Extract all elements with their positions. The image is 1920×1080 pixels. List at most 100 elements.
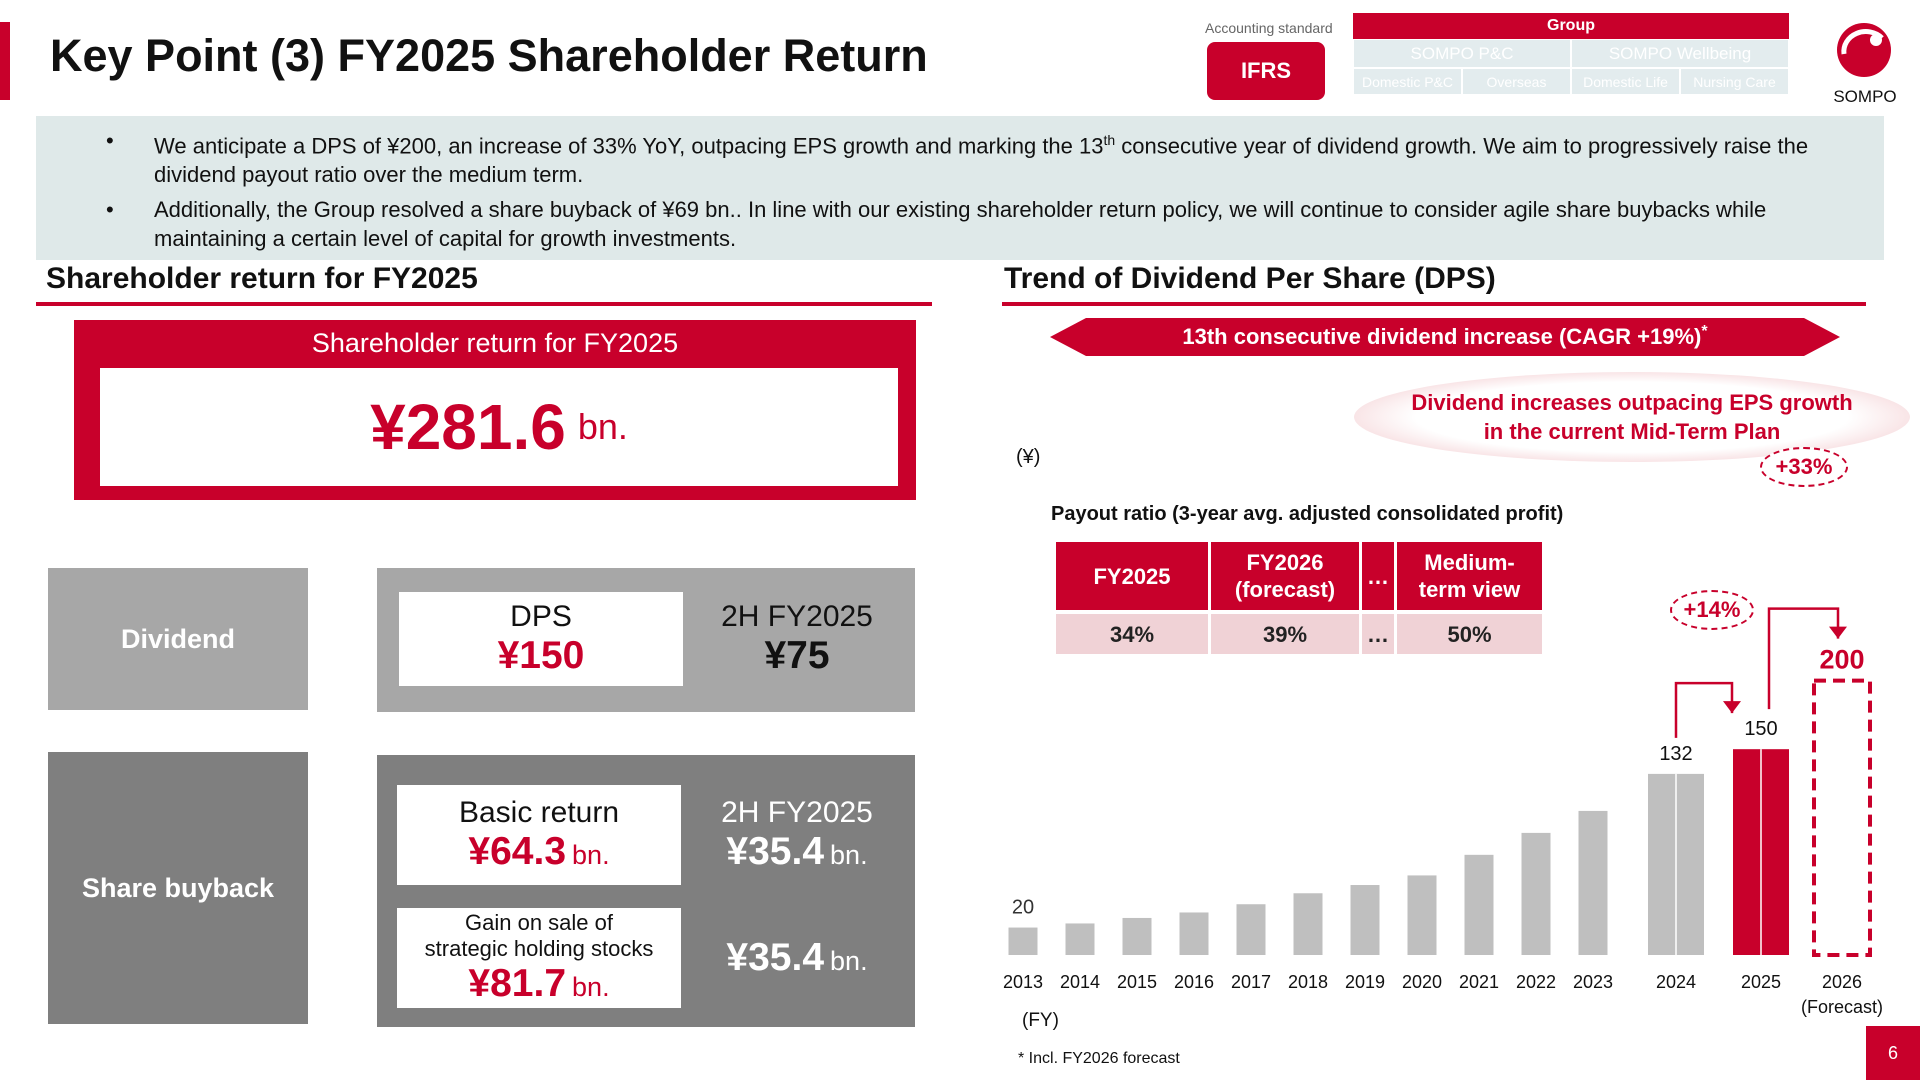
basic-return-unit: bn.: [572, 840, 610, 870]
bar-2019: [1350, 885, 1380, 955]
total-return-unit: bn.: [577, 406, 628, 447]
right-heading-underline: [1002, 302, 1866, 306]
basic-return-2h-column: 2H FY2025 ¥35.4 bn.: [698, 785, 896, 885]
dps-bar-chart: (¥) (FY) 2013 2014 2015 2016 2017 2018 2019 202…: [1003, 446, 1883, 1031]
segment-overseas: Overseas: [1462, 68, 1571, 95]
payout-value-medium-term: 50%: [1397, 614, 1542, 654]
bullet-dot: •: [106, 128, 114, 153]
sompo-logo: SOMPO: [1830, 20, 1900, 110]
basic-return-2h-unit: bn.: [830, 840, 868, 870]
bar-2026: [1812, 678, 1872, 957]
payout-ratio-title: Payout ratio (3-year avg. adjusted conso…: [1051, 503, 1564, 525]
segment-domestic-pc: Domestic P&C: [1353, 68, 1462, 95]
x-tick-2018: 2018: [1288, 972, 1328, 992]
segment-domestic-life: Domestic Life: [1571, 68, 1680, 95]
ellipse-line-2: in the current Mid-Term Plan: [1483, 419, 1781, 444]
right-section-heading: Trend of Dividend Per Share (DPS): [1004, 262, 1496, 295]
bullet-2-text: Additionally, the Group resolved a share…: [154, 197, 1767, 251]
gain-on-sale-value-line: ¥81.7 bn.: [468, 962, 609, 1006]
footnote: * Incl. FY2026 forecast: [1018, 1050, 1180, 1067]
segment-sompo-pc: SOMPO P&C: [1353, 39, 1571, 68]
logo-text: SOMPO: [1833, 87, 1897, 106]
gain-on-sale-card: Gain on sale of strategic holding stocks…: [397, 908, 681, 1008]
growth-bubble-14: +14%: [1670, 590, 1754, 630]
data-label-2026: 200: [1819, 645, 1864, 675]
payout-header-medium-term: Medium- term view: [1397, 542, 1542, 610]
summary-box: • We anticipate a DPS of ¥200, an increa…: [36, 116, 1884, 260]
gain-on-sale-2h-value-line: ¥35.4 bn.: [726, 936, 867, 980]
accounting-standard-label: Accounting standard: [1205, 20, 1333, 36]
page-title: Key Point (3) FY2025 Shareholder Return: [50, 30, 928, 81]
basic-return-2h-label: 2H FY2025: [721, 796, 873, 829]
growth-arrow-2025-head: [1723, 701, 1741, 714]
share-buyback-label-box: Share buyback: [48, 752, 308, 1024]
growth-arrow-2025-line: [1674, 681, 1734, 738]
basic-return-value: ¥64.3: [468, 830, 567, 873]
left-section-heading: Shareholder return for FY2025: [46, 262, 478, 295]
payout-ratio-table: FY2025 FY2026 (forecast) … Medium- term …: [1056, 542, 1542, 656]
dps-label: DPS: [510, 600, 572, 633]
bullet-1-text: We anticipate a DPS of ¥200, an increase…: [154, 132, 1809, 188]
bullet-dot: •: [106, 197, 114, 222]
gain-on-sale-label-2: strategic holding stocks: [424, 936, 654, 961]
data-label-2024: 132: [1659, 743, 1692, 765]
title-accent-bar: [0, 22, 10, 100]
growth-arrow-2026-head: [1829, 626, 1847, 639]
x-tick-2019: 2019: [1345, 972, 1385, 992]
growth-arrow-2026-line: [1767, 607, 1840, 710]
shareholder-return-box-title: Shareholder return for FY2025: [311, 328, 679, 358]
data-label-2013: 20: [1012, 897, 1034, 919]
payout-header-ellipsis: …: [1362, 542, 1394, 610]
gain-on-sale-2h-column: ¥35.4 bn.: [698, 908, 896, 1008]
x-tick-2025: 2025: [1741, 972, 1781, 992]
shareholder-return-total-inner: ¥281.6 bn.: [100, 368, 898, 486]
x-tick-2013: 2013: [1003, 972, 1043, 992]
bar-2021: [1464, 854, 1494, 955]
group-segment-table: Group SOMPO P&C SOMPO Wellbeing Domestic…: [1353, 13, 1789, 97]
dividend-2h-column: 2H FY2025 ¥75: [698, 592, 896, 686]
page-number: 6: [1866, 1026, 1920, 1080]
gain-on-sale-unit: bn.: [572, 972, 610, 1002]
basic-return-card: Basic return ¥64.3 bn.: [397, 785, 681, 885]
bar-2020: [1407, 875, 1437, 955]
sompo-logo-icon: [1837, 23, 1891, 77]
basic-return-value-line: ¥64.3 bn.: [468, 830, 609, 874]
dps-card: DPS ¥150: [399, 592, 683, 686]
x-tick-2014: 2014: [1060, 972, 1100, 992]
gain-on-sale-2h-unit: bn.: [830, 946, 868, 976]
data-label-2025: 150: [1744, 718, 1777, 740]
bar-2022: [1521, 832, 1551, 955]
x-tick-2026: 2026: [1822, 972, 1862, 992]
x-tick-2017: 2017: [1231, 972, 1271, 992]
payout-value-fy2025: 34%: [1056, 614, 1208, 654]
x-tick-2015: 2015: [1117, 972, 1157, 992]
group-header: Group: [1353, 13, 1789, 39]
bar-2015: [1122, 917, 1152, 955]
banner-footnote-mark: *: [1701, 323, 1708, 340]
bar-2016: [1179, 912, 1209, 955]
bar-2017: [1236, 904, 1266, 955]
payout-value-ellipsis: …: [1362, 614, 1394, 654]
basic-return-2h-value: ¥35.4: [726, 830, 825, 873]
total-return-value: ¥281.6: [370, 391, 566, 463]
left-heading-underline: [36, 302, 932, 306]
gain-on-sale-2h-value: ¥35.4: [726, 936, 825, 979]
banner-text: 13th consecutive dividend increase (CAGR…: [1050, 318, 1840, 356]
y-axis-unit-label: (¥): [1016, 446, 1040, 468]
bar-2013: [1008, 927, 1038, 955]
payout-header-fy2026: FY2026 (forecast): [1211, 542, 1359, 610]
segment-sompo-wellbeing: SOMPO Wellbeing: [1571, 39, 1789, 68]
gain-on-sale-label-1: Gain on sale of: [465, 910, 613, 935]
x-tick-2024: 2024: [1656, 972, 1696, 992]
ellipse-line-1: Dividend increases outpacing EPS growth: [1411, 390, 1853, 415]
gain-on-sale-value: ¥81.7: [468, 962, 567, 1005]
dividend-2h-label: 2H FY2025: [721, 600, 873, 633]
dividend-2h-value: ¥75: [764, 634, 830, 677]
x-axis-unit-label: (FY): [1022, 1010, 1059, 1031]
x-tick-2020: 2020: [1402, 972, 1442, 992]
highlight-ellipse-text: Dividend increases outpacing EPS growth i…: [1354, 372, 1910, 462]
dividend-label-box: Dividend: [48, 568, 308, 710]
basic-return-label: Basic return: [458, 796, 620, 829]
bar-2018: [1293, 893, 1323, 955]
growth-bubble-33: +33%: [1760, 447, 1848, 487]
